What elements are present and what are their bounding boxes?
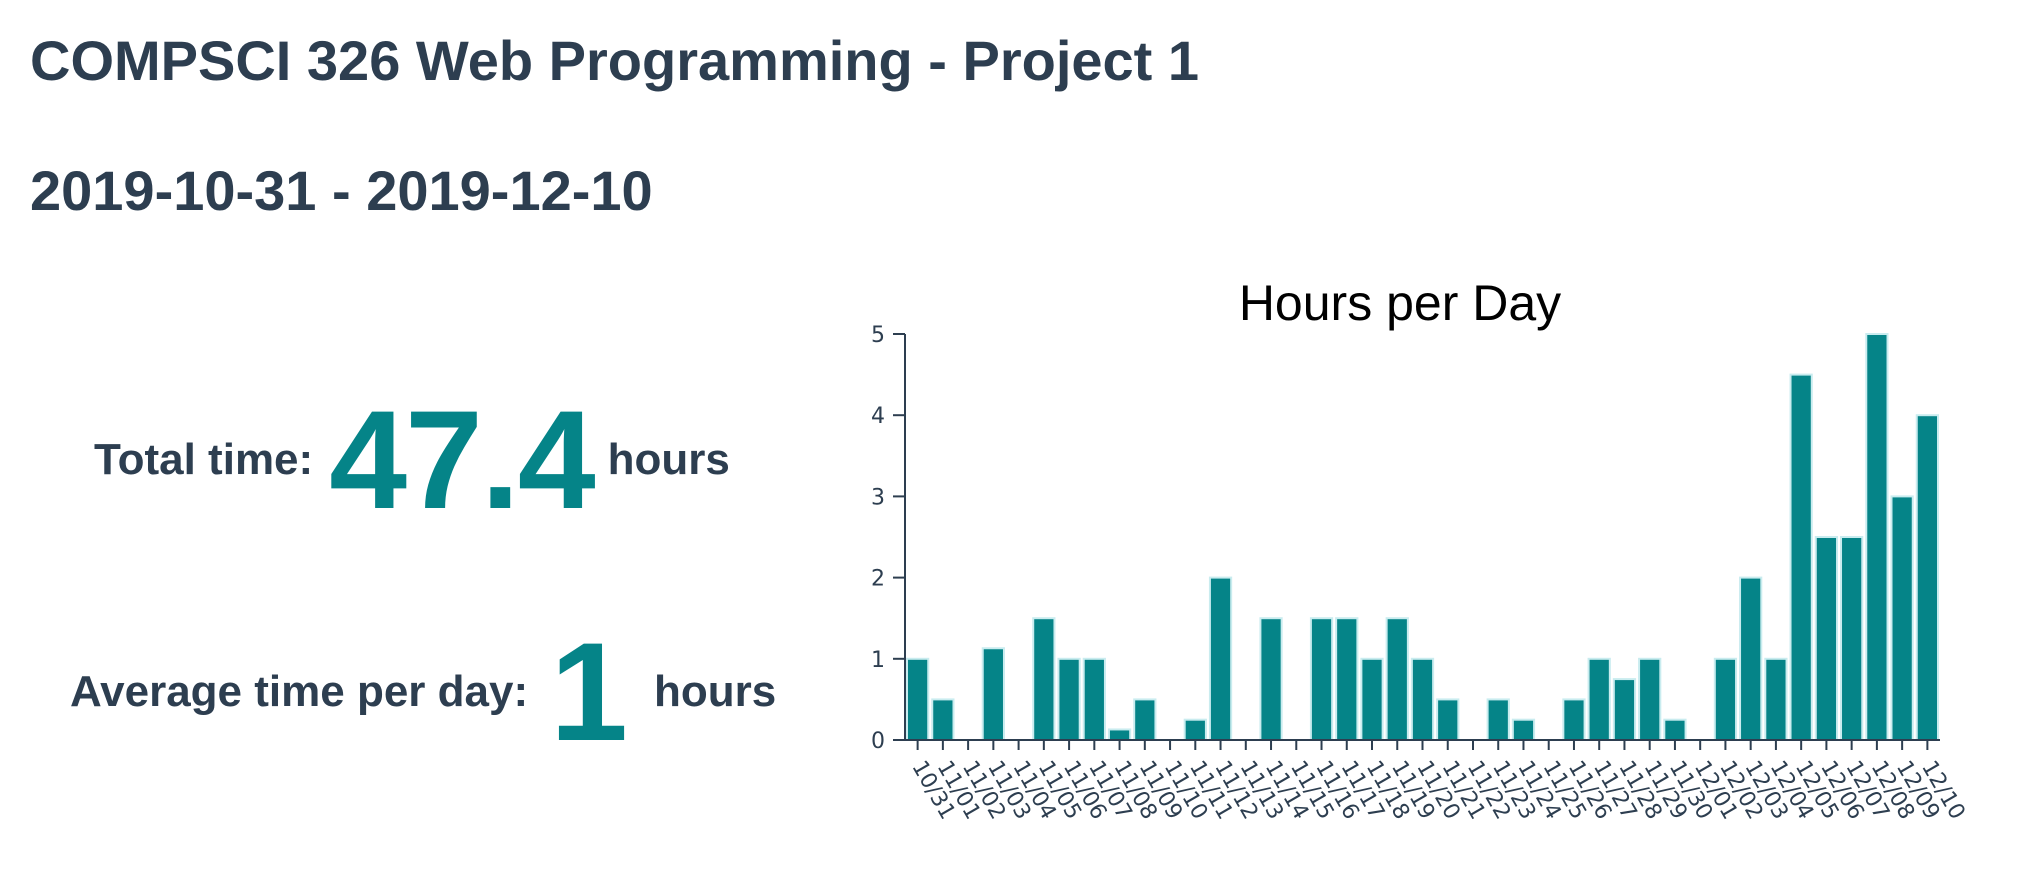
average-time-stat: Average time per day: 1 hours [70, 622, 776, 762]
y-axis: 0 1 2 3 4 5 [871, 323, 906, 754]
bar [1360, 657, 1384, 741]
y-tick-label: 1 [871, 648, 885, 673]
bar [1814, 536, 1839, 741]
bar [1133, 698, 1157, 741]
bar [1739, 576, 1763, 741]
bar [1259, 617, 1283, 742]
average-time-unit: hours [654, 667, 777, 716]
x-axis: 10/3111/0111/0211/0311/0411/0511/0611/07… [904, 739, 1970, 824]
bar [1789, 373, 1813, 741]
bar [1915, 414, 1940, 741]
chart-title: Hours per Day [1239, 275, 1561, 331]
total-time-label: Total time: [94, 435, 314, 484]
bar [1410, 657, 1435, 741]
y-tick-label: 0 [871, 729, 885, 754]
bar [1511, 718, 1536, 742]
bar [1082, 657, 1106, 741]
bar [1057, 657, 1081, 741]
bar [1612, 678, 1637, 742]
bar [1107, 728, 1132, 741]
bar [1208, 576, 1233, 741]
hours-per-day-chart: Hours per Day 0 1 2 3 4 5 10/3111/0111/0211/0… [871, 275, 1970, 824]
bar [1663, 718, 1687, 742]
bar [931, 698, 955, 741]
total-time-unit: hours [607, 435, 730, 484]
bars [906, 333, 1940, 742]
y-tick-label: 4 [871, 404, 885, 429]
bar [1183, 718, 1207, 742]
average-time-value: 1 [550, 613, 628, 770]
bar [1587, 657, 1611, 741]
bar [981, 647, 1005, 741]
bar [1638, 657, 1662, 741]
bar [1764, 657, 1788, 741]
bar [1486, 698, 1510, 741]
bar [1865, 333, 1889, 741]
bar [1335, 617, 1359, 742]
bar [1385, 617, 1409, 742]
y-tick-label: 2 [871, 567, 885, 592]
bar [906, 657, 930, 741]
bar [1032, 617, 1056, 742]
y-tick-label: 5 [871, 323, 885, 348]
average-time-label: Average time per day: [70, 667, 529, 716]
bar [1562, 698, 1586, 741]
page-title: COMPSCI 326 Web Programming - Project 1 [30, 29, 1200, 92]
bar [1309, 617, 1334, 742]
y-tick-label: 3 [871, 485, 885, 510]
bar [1713, 657, 1738, 741]
bar [1436, 698, 1460, 741]
bar [1840, 536, 1864, 741]
date-range: 2019-10-31 - 2019-12-10 [30, 159, 653, 222]
total-time-stat: Total time: 47.4 hours [94, 390, 730, 530]
bar [1890, 495, 1914, 741]
total-time-value: 47.4 [329, 381, 595, 538]
